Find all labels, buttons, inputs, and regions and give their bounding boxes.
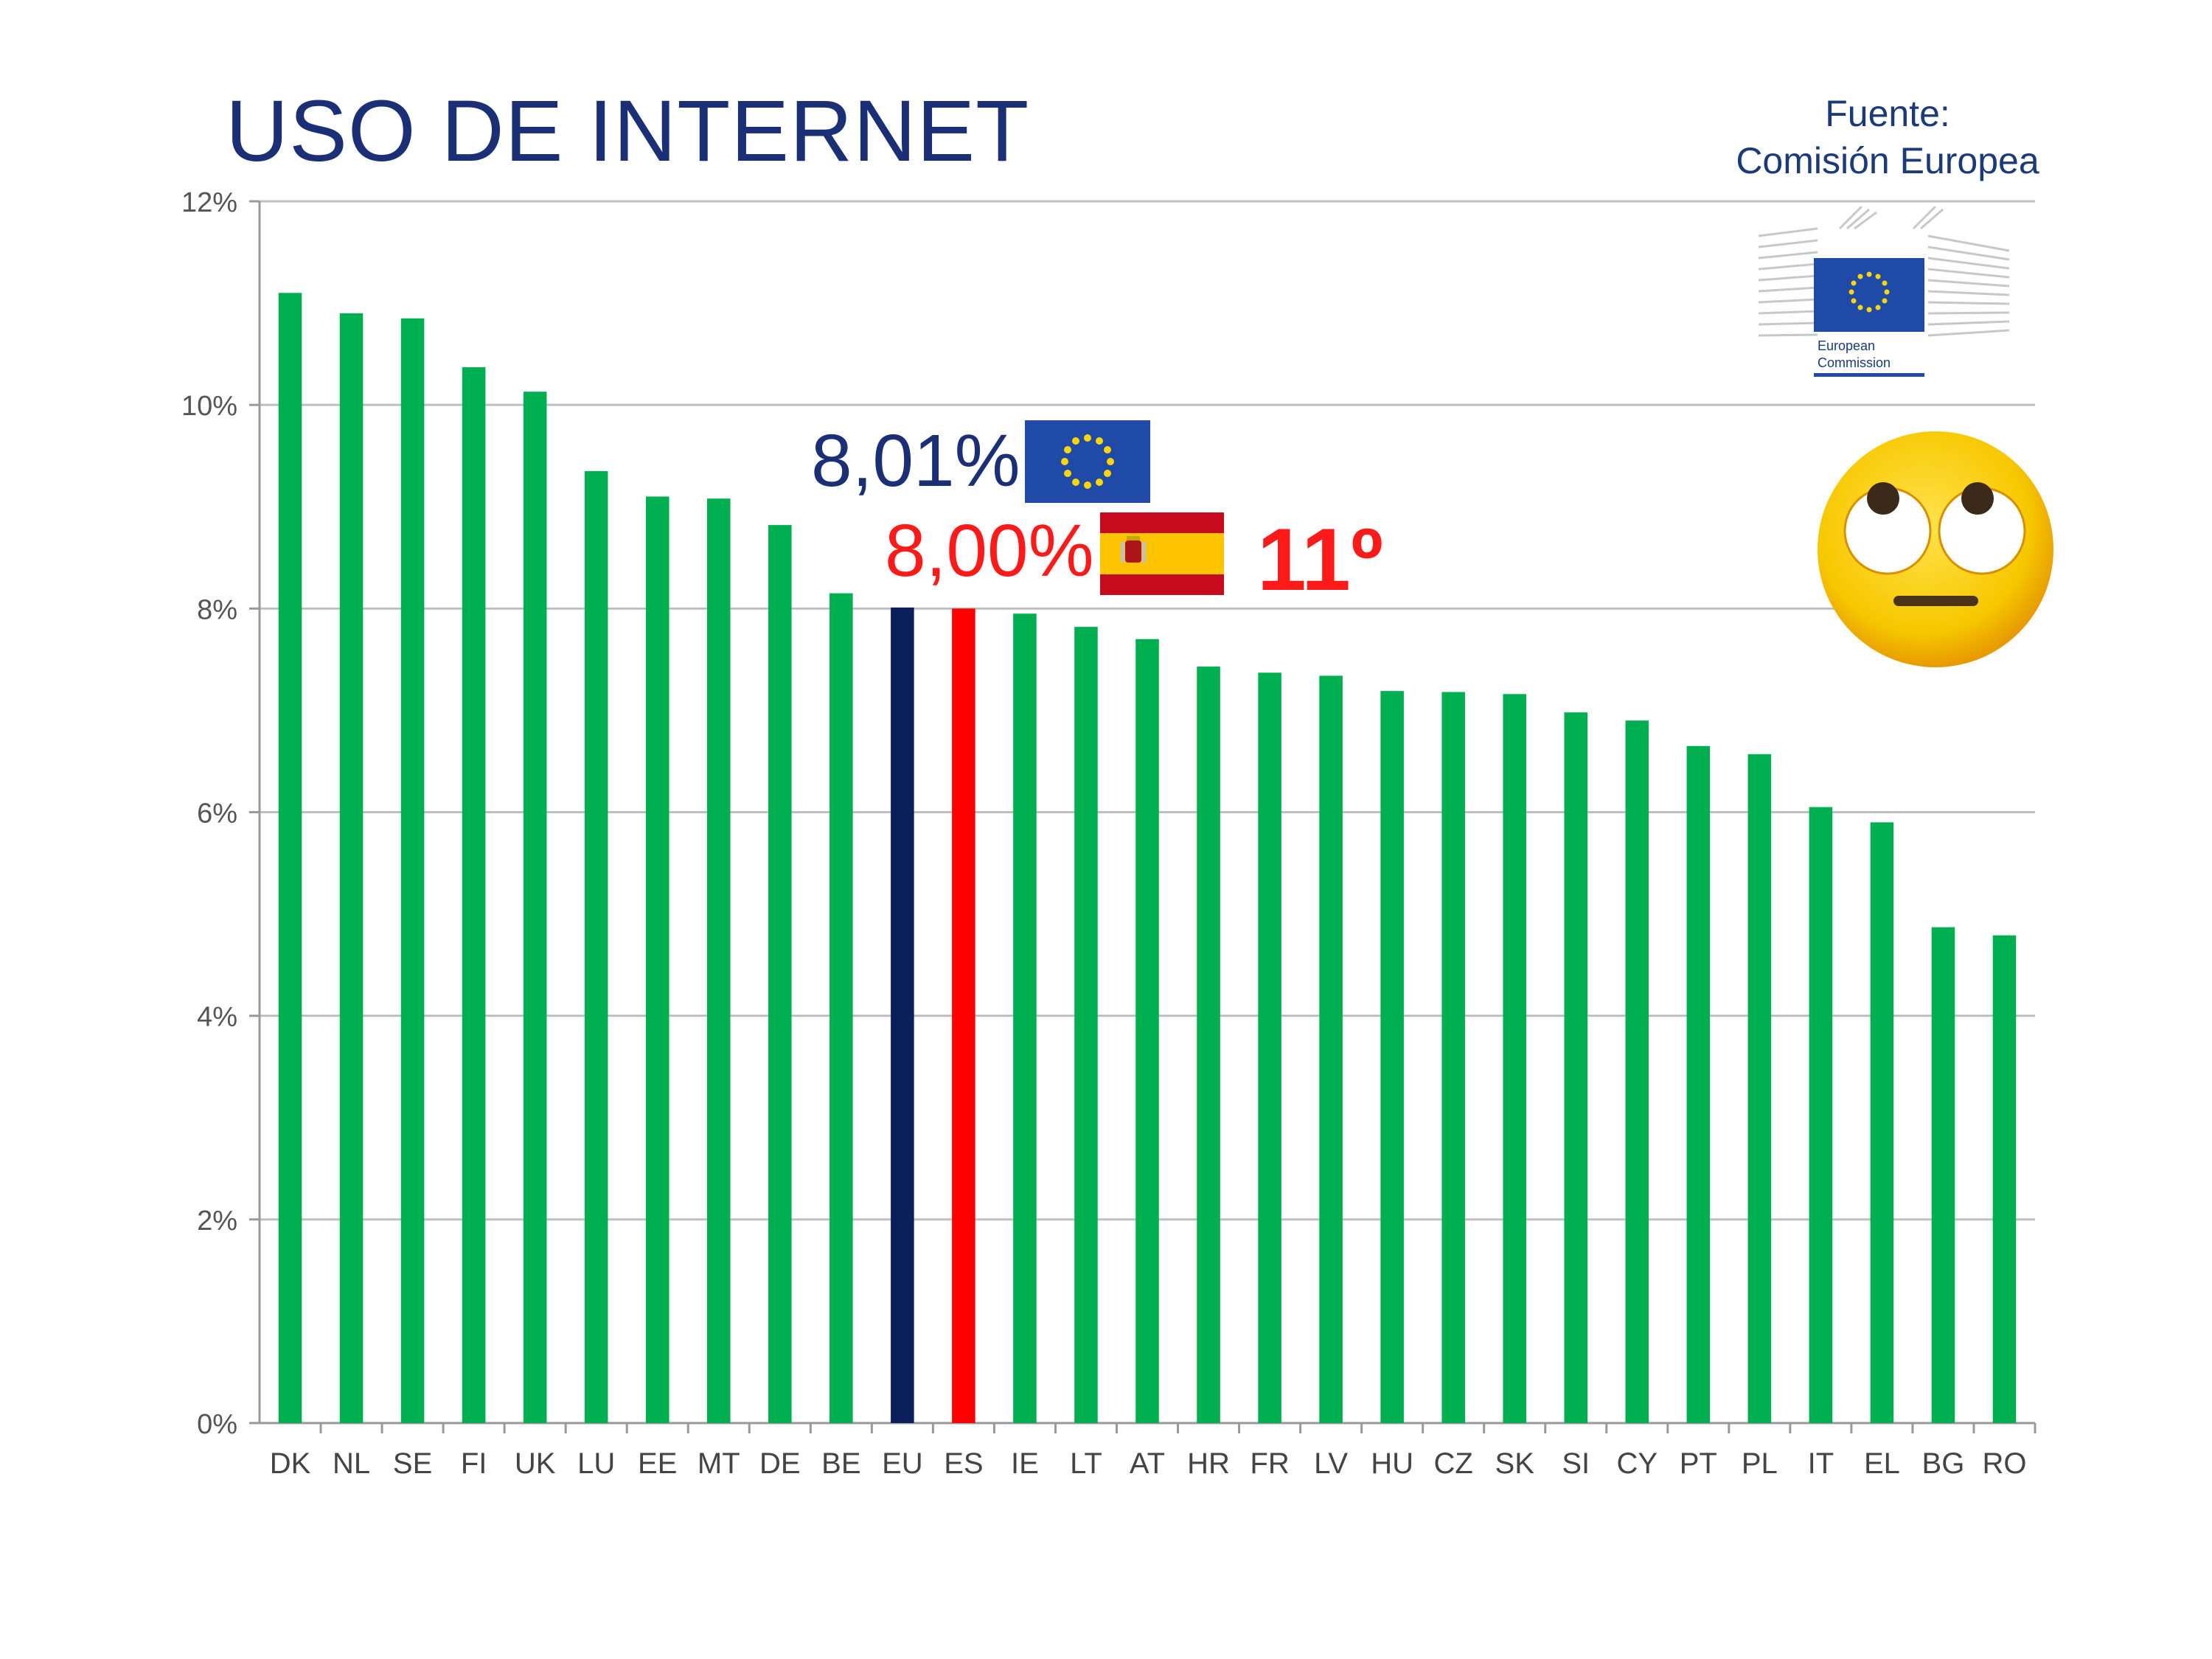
x-tick-label: EE — [638, 1447, 677, 1480]
x-tick-label: CY — [1616, 1447, 1658, 1480]
bar-de — [768, 525, 792, 1423]
source-note: Fuente: Comisión Europea — [1711, 90, 2065, 184]
x-tick-label: HU — [1371, 1447, 1413, 1480]
bar-se — [400, 318, 425, 1423]
x-tick-label: HR — [1187, 1447, 1230, 1480]
spain-rank-annotation: 11º — [1257, 510, 1383, 609]
eu-flag-icon — [1025, 420, 1150, 503]
y-tick-label: 6% — [197, 799, 237, 830]
bar-el — [1870, 822, 1894, 1423]
bar-lu — [584, 470, 608, 1423]
x-tick-label: SE — [393, 1447, 432, 1480]
x-tick-label: FI — [461, 1447, 487, 1480]
es-value-annotation: 8,00% — [885, 509, 1094, 592]
x-tick-label: DE — [759, 1447, 801, 1480]
bar-lt — [1074, 627, 1098, 1423]
y-tick-label: 4% — [197, 1002, 237, 1033]
x-tick-label: RO — [1982, 1447, 2026, 1480]
x-tick-label: SI — [1562, 1447, 1590, 1480]
x-tick-label: SK — [1495, 1447, 1535, 1480]
bar-pl — [1747, 754, 1772, 1423]
y-tick-label: 12% — [181, 187, 237, 218]
rolling-eyes-emoji-icon — [1818, 431, 2053, 667]
x-tick-label: ES — [944, 1447, 983, 1480]
bar-ee — [645, 496, 669, 1423]
bar-ie — [1013, 613, 1037, 1423]
x-tick-label: FR — [1250, 1447, 1289, 1480]
spain-flag-icon — [1100, 512, 1224, 595]
eu-flag-icon — [1814, 258, 1924, 332]
x-tick-label: BE — [821, 1447, 860, 1480]
bar-sk — [1503, 694, 1526, 1423]
bar-lv — [1319, 675, 1343, 1423]
x-tick-label: LV — [1314, 1447, 1348, 1480]
bar-eu — [891, 607, 914, 1423]
bar-cz — [1441, 692, 1465, 1423]
x-tick-label: EU — [882, 1447, 923, 1480]
bar-bg — [1931, 927, 1955, 1423]
bar-hr — [1197, 667, 1220, 1424]
y-tick-label: 8% — [197, 594, 237, 625]
bar-es — [952, 608, 975, 1424]
x-tick-label: LT — [1070, 1447, 1102, 1480]
bar-hu — [1380, 691, 1404, 1423]
x-tick-label: EL — [1864, 1447, 1900, 1480]
x-tick-label: UK — [515, 1447, 556, 1480]
bar-ro — [1992, 935, 2017, 1423]
y-tick-label: 2% — [197, 1206, 237, 1237]
x-tick-label: PL — [1742, 1447, 1778, 1480]
x-tick-label: MT — [698, 1447, 740, 1480]
bar-mt — [706, 498, 731, 1423]
x-tick-label: NL — [333, 1447, 370, 1480]
y-tick-label: 10% — [181, 391, 237, 422]
x-tick-label: IT — [1808, 1447, 1834, 1480]
bar-nl — [339, 313, 364, 1424]
y-tick-label: 0% — [197, 1409, 237, 1440]
bar-it — [1809, 807, 1833, 1423]
bar-be — [830, 593, 853, 1423]
x-tick-label: AT — [1130, 1447, 1165, 1480]
source-label: Fuente: — [1825, 93, 1950, 134]
bar-dk — [278, 293, 302, 1423]
logo-line-1: European — [1818, 338, 1875, 353]
source-name: Comisión Europea — [1736, 140, 2039, 181]
bar-si — [1564, 712, 1588, 1423]
european-commission-logo: European Commission — [1759, 206, 2009, 377]
x-tick-label: IE — [1011, 1447, 1039, 1480]
chart-title: USO DE INTERNET — [226, 83, 1030, 180]
bar-uk — [523, 392, 547, 1423]
eu-value-annotation: 8,01% — [811, 420, 1020, 502]
bar-cy — [1625, 720, 1649, 1423]
x-tick-label: LU — [577, 1447, 615, 1480]
bar-pt — [1686, 745, 1711, 1423]
x-tick-label: BG — [1922, 1447, 1965, 1480]
x-tick-label: DK — [270, 1447, 311, 1480]
bar-at — [1135, 639, 1159, 1424]
logo-line-2: Commission — [1818, 355, 1891, 370]
x-tick-label: PT — [1680, 1447, 1717, 1480]
bar-fi — [462, 367, 486, 1424]
bar-fr — [1258, 672, 1281, 1423]
x-tick-label: CZ — [1434, 1447, 1473, 1480]
